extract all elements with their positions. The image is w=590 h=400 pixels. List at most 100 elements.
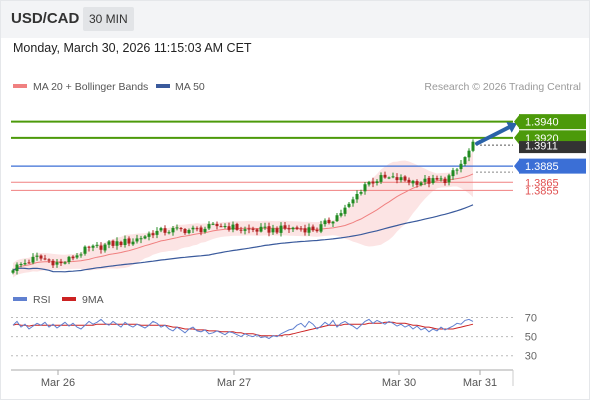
candle-body: [251, 228, 255, 230]
candle-body: [455, 169, 459, 171]
support-label: 1.3865: [525, 177, 559, 189]
candle-body: [199, 227, 203, 233]
candle-body: [139, 238, 143, 240]
candle-body: [431, 178, 435, 184]
candle-body: [39, 255, 43, 259]
candle-body: [423, 178, 427, 182]
candle-body: [447, 175, 451, 183]
candle-body: [175, 227, 179, 229]
candle-body: [11, 270, 15, 273]
candle-body: [359, 192, 363, 194]
candle-body: [259, 226, 263, 232]
candle-body: [287, 228, 291, 230]
candle-body: [471, 141, 475, 151]
candle-body: [135, 238, 139, 242]
resistance-label: 1.3940: [525, 117, 559, 129]
candle-body: [255, 229, 259, 232]
candle-body: [223, 226, 227, 228]
candle-body: [79, 254, 83, 256]
candle-body: [183, 228, 187, 234]
candle-body: [191, 227, 195, 230]
candle-body: [335, 215, 339, 222]
candle-body: [231, 224, 235, 230]
candle-body: [151, 233, 155, 236]
candle-body: [227, 226, 231, 230]
timeframe-badge[interactable]: 30 MIN: [83, 7, 134, 31]
candle-body: [363, 184, 367, 192]
candle-body: [315, 230, 319, 232]
time-tick-label: Mar 27: [217, 377, 251, 389]
candle-body: [215, 223, 219, 227]
last-price-label: 1.3911: [525, 141, 558, 153]
candle-body: [339, 213, 343, 216]
bollinger-bands: [13, 150, 473, 278]
rsi-legend: RSI 9MA: [13, 294, 104, 306]
candle-body: [263, 226, 267, 228]
candle-body: [23, 263, 27, 265]
last-price-label-box: [519, 141, 586, 154]
resistance-label-box: [519, 114, 586, 130]
candle-body: [411, 180, 415, 184]
candle-body: [451, 170, 455, 177]
candle-body: [327, 219, 331, 223]
candle-body: [159, 228, 163, 231]
arrow-shaft: [475, 125, 511, 146]
candle-body: [187, 230, 191, 234]
candle-body: [87, 246, 91, 248]
candle-body: [387, 177, 391, 179]
rsi-tick-label: 30: [525, 351, 537, 363]
candle-body: [319, 224, 323, 232]
candle-body: [239, 229, 243, 231]
candle-body: [103, 244, 107, 251]
candle-body: [31, 256, 35, 263]
candle-body: [67, 256, 71, 262]
research-watermark: Research © 2026 Trading Central: [424, 81, 581, 93]
candle-body: [147, 233, 151, 237]
candlesticks: [11, 139, 475, 275]
candle-body: [19, 264, 23, 266]
ma9-legend-swatch: [62, 297, 76, 301]
moving-averages: [12, 173, 474, 273]
candle-body: [307, 227, 311, 233]
candle-body: [211, 223, 215, 225]
candle-body: [143, 236, 147, 239]
candle-body: [71, 256, 75, 259]
candle-body: [47, 259, 51, 261]
candle-body: [371, 181, 375, 184]
pivot-label-box: [519, 158, 586, 174]
candle-body: [99, 245, 103, 250]
candle-body: [347, 203, 351, 207]
candle-body: [375, 181, 379, 184]
ma50-line: [12, 204, 474, 273]
candle-body: [443, 178, 447, 184]
candle-body: [55, 262, 59, 265]
forecast-arrow: [475, 122, 517, 146]
ma9-legend-label: 9MA: [82, 294, 104, 306]
ma20-line: [12, 173, 474, 271]
candle-body: [367, 181, 371, 185]
candle-body: [291, 227, 295, 230]
pivot-label-pointer: [514, 158, 520, 174]
candle-body: [167, 232, 171, 234]
rsi-legend-label: RSI: [33, 294, 51, 306]
candle-body: [127, 238, 131, 244]
candle-body: [351, 199, 355, 204]
candle-body: [203, 228, 207, 232]
symbol-label: USD/CAD: [11, 10, 80, 27]
candle-body: [407, 179, 411, 183]
time-tick-label: Mar 30: [382, 377, 416, 389]
candle-body: [279, 225, 283, 233]
rsi-line: [12, 318, 474, 340]
candle-body: [131, 241, 135, 245]
candle-body: [15, 264, 19, 272]
candle-body: [391, 176, 395, 178]
candle-body: [59, 261, 63, 264]
candle-body: [75, 255, 79, 258]
candle-body: [107, 241, 111, 245]
candle-body: [403, 176, 407, 181]
candle-body: [383, 174, 387, 178]
candle-body: [155, 230, 159, 235]
time-tick-label: Mar 31: [463, 377, 497, 389]
support-label: 1.3855: [525, 185, 559, 197]
